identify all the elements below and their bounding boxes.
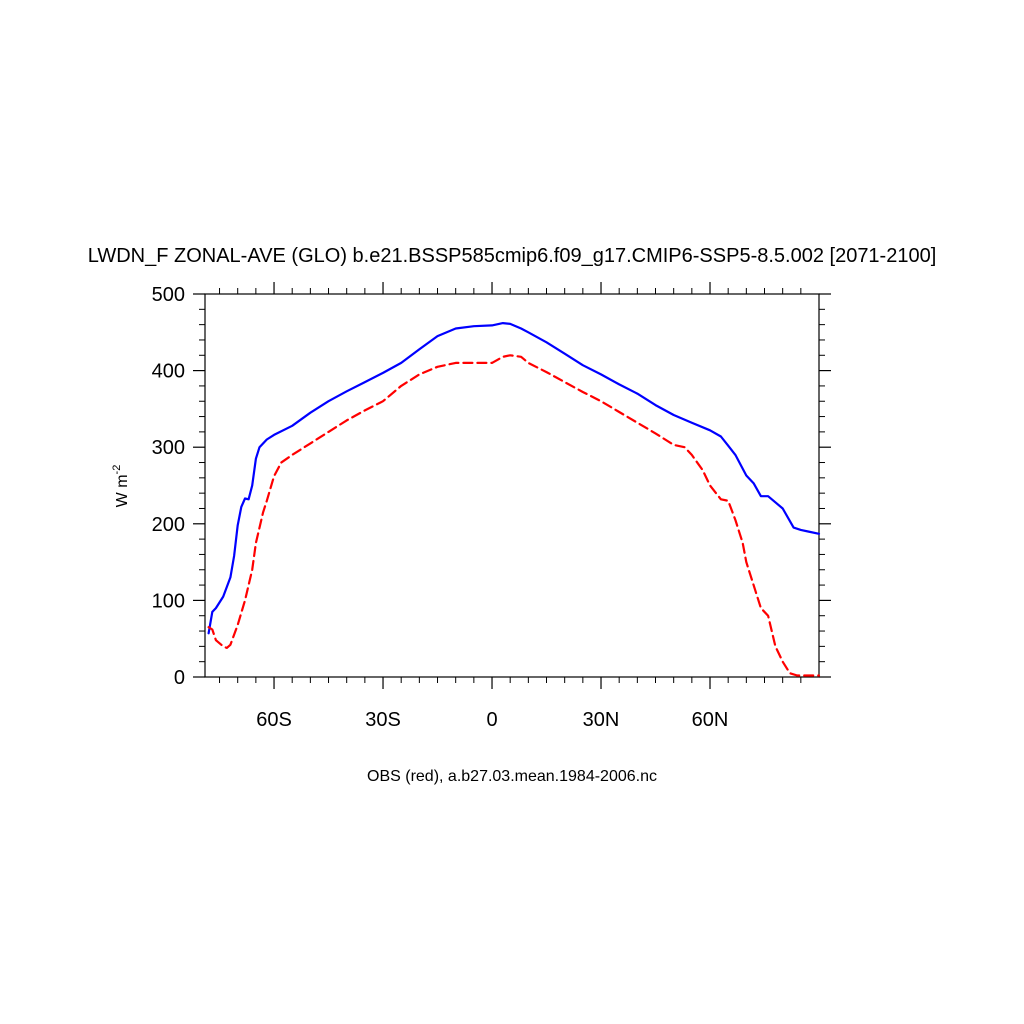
series-layer xyxy=(207,322,821,677)
y-axis-label: W m-2 xyxy=(111,465,131,508)
y-tick-label: 0 xyxy=(174,667,185,689)
chart-title: LWDN_F ZONAL-AVE (GLO) b.e21.BSSP585cmip… xyxy=(88,245,937,267)
major-ticks xyxy=(193,282,831,689)
plot-frame xyxy=(204,293,820,678)
y-tick-labels: 0 100 200 300 400 500 xyxy=(152,284,185,689)
y-tick-label: 500 xyxy=(152,284,185,306)
x-tick-label: 60N xyxy=(692,709,729,731)
x-tick-label: 30N xyxy=(583,709,620,731)
chart-subtitle: OBS (red), a.b27.03.mean.1984-2006.nc xyxy=(367,768,657,785)
obs-series-line xyxy=(207,354,821,677)
y-tick-label: 300 xyxy=(152,437,185,459)
minor-ticks xyxy=(199,288,825,683)
x-tick-label: 0 xyxy=(486,709,497,731)
y-tick-label: 100 xyxy=(152,590,185,612)
model-series-line xyxy=(207,322,821,635)
y-tick-label: 200 xyxy=(152,514,185,536)
x-tick-label: 60S xyxy=(256,709,292,731)
x-tick-labels: 60S 30S 0 30N 60N xyxy=(256,709,728,731)
y-tick-label: 400 xyxy=(152,361,185,383)
x-tick-label: 30S xyxy=(365,709,401,731)
